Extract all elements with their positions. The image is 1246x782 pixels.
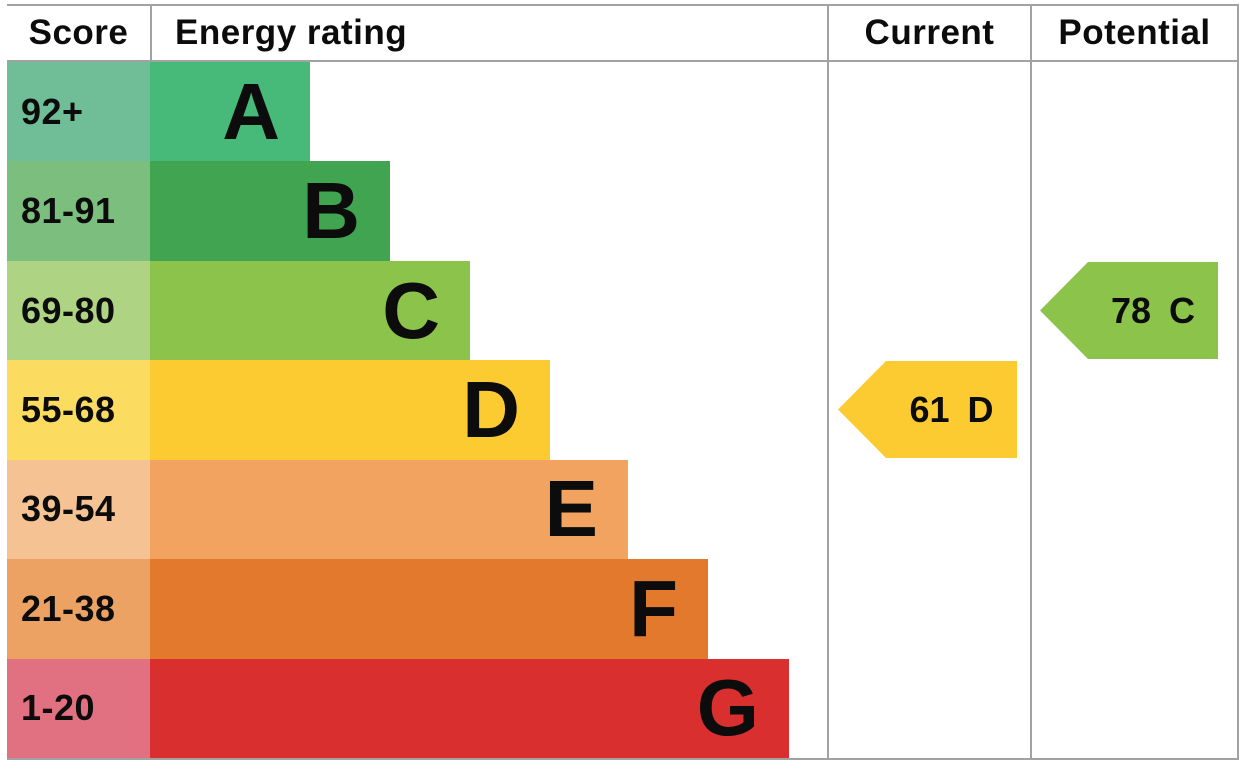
score-range-cell: 39-54 bbox=[7, 459, 150, 560]
band-row-b: 81-91 B bbox=[7, 161, 1237, 261]
band-row-g: 1-20 G bbox=[7, 658, 1237, 758]
header-divider-line bbox=[7, 60, 1237, 62]
rating-bar: B bbox=[150, 161, 390, 261]
band-row-d: 55-68 D bbox=[7, 360, 1237, 460]
rating-bands-container: 92+ A 81-91 B 69-80 C 55-68 D 39-54 E 21-38 F 1-20 G bbox=[7, 62, 1237, 758]
potential-column-divider bbox=[1030, 6, 1032, 758]
score-range-cell: 69-80 bbox=[7, 260, 150, 361]
potential-column-header: Potential bbox=[1058, 13, 1211, 52]
score-range-cell: 81-91 bbox=[7, 161, 150, 261]
energy-rating-column-header: Energy rating bbox=[175, 13, 408, 52]
score-range-cell: 92+ bbox=[7, 62, 150, 162]
rating-bar: E bbox=[150, 459, 628, 560]
band-row-c: 69-80 C bbox=[7, 260, 1237, 361]
rating-bar: D bbox=[150, 360, 550, 460]
epc-energy-rating-chart: Score Energy rating Current Potential 92… bbox=[7, 4, 1239, 760]
rating-bar: G bbox=[150, 658, 789, 758]
potential-rating-letter: C bbox=[1169, 289, 1196, 331]
band-row-e: 39-54 E bbox=[7, 459, 1237, 560]
potential-score-value: 78 bbox=[1110, 289, 1152, 331]
current-column-divider bbox=[827, 6, 829, 758]
score-rating-divider bbox=[150, 6, 152, 60]
score-range-cell: 1-20 bbox=[7, 658, 150, 758]
band-row-a: 92+ A bbox=[7, 62, 1237, 162]
score-range-cell: 55-68 bbox=[7, 360, 150, 460]
band-row-f: 21-38 F bbox=[7, 559, 1237, 659]
score-range-cell: 21-38 bbox=[7, 559, 150, 659]
current-column-header: Current bbox=[864, 13, 995, 52]
current-rating-letter: D bbox=[967, 388, 994, 430]
rating-bar: A bbox=[150, 62, 310, 162]
score-column-header: Score bbox=[28, 13, 129, 52]
current-score-value: 61 bbox=[909, 388, 950, 430]
rating-bar: C bbox=[150, 260, 470, 361]
rating-bar: F bbox=[150, 559, 708, 659]
